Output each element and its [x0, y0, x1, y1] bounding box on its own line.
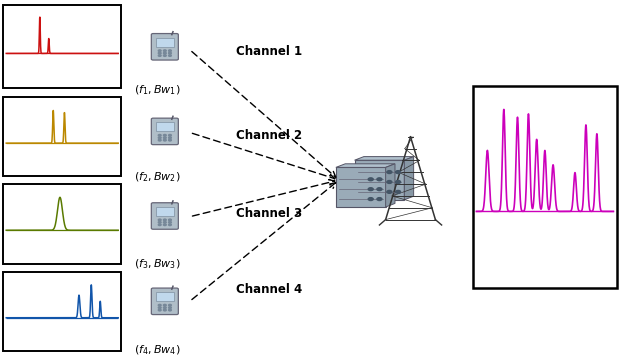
- Circle shape: [368, 188, 373, 191]
- Circle shape: [164, 137, 166, 139]
- Bar: [336, 167, 386, 207]
- Circle shape: [396, 180, 401, 183]
- Circle shape: [159, 137, 161, 139]
- Circle shape: [169, 50, 171, 51]
- Text: $(f_3, Bw_3)$: $(f_3, Bw_3)$: [134, 257, 180, 271]
- Circle shape: [159, 50, 161, 51]
- Bar: [3, 5, 121, 88]
- Text: $(f_1, Bw_1)$: $(f_1, Bw_1)$: [134, 84, 180, 97]
- Polygon shape: [336, 164, 395, 167]
- Circle shape: [169, 52, 171, 54]
- Circle shape: [164, 219, 166, 221]
- Circle shape: [159, 224, 161, 226]
- Polygon shape: [386, 164, 395, 207]
- Circle shape: [159, 55, 161, 57]
- Bar: [3, 272, 121, 351]
- Circle shape: [164, 221, 166, 223]
- FancyBboxPatch shape: [151, 203, 179, 229]
- Text: Channel 4: Channel 4: [236, 283, 303, 296]
- Circle shape: [164, 307, 166, 309]
- FancyBboxPatch shape: [151, 33, 179, 60]
- Circle shape: [377, 198, 382, 201]
- Bar: [473, 86, 617, 288]
- Bar: [3, 184, 121, 264]
- Text: Channel 3: Channel 3: [236, 207, 302, 220]
- Circle shape: [396, 171, 401, 174]
- Circle shape: [169, 224, 171, 226]
- Circle shape: [159, 221, 161, 223]
- Circle shape: [159, 139, 161, 141]
- Bar: [355, 160, 404, 200]
- Circle shape: [159, 305, 161, 306]
- Text: $(f_2, Bw_2)$: $(f_2, Bw_2)$: [134, 170, 180, 184]
- Circle shape: [387, 171, 392, 174]
- FancyBboxPatch shape: [151, 118, 179, 145]
- Circle shape: [169, 135, 171, 136]
- Circle shape: [169, 309, 171, 311]
- Circle shape: [164, 50, 166, 51]
- Circle shape: [159, 219, 161, 221]
- Circle shape: [169, 139, 171, 141]
- Text: Channel 2: Channel 2: [236, 129, 302, 142]
- FancyBboxPatch shape: [151, 288, 179, 315]
- Bar: [156, 292, 174, 301]
- Circle shape: [164, 224, 166, 226]
- Circle shape: [169, 221, 171, 223]
- Circle shape: [159, 135, 161, 136]
- Circle shape: [164, 139, 166, 141]
- Circle shape: [164, 52, 166, 54]
- Text: $(f_4, Bw_4)$: $(f_4, Bw_4)$: [134, 344, 180, 357]
- Circle shape: [159, 307, 161, 309]
- Circle shape: [387, 180, 392, 183]
- Circle shape: [164, 309, 166, 311]
- Circle shape: [164, 305, 166, 306]
- Text: Channel 1: Channel 1: [236, 45, 302, 58]
- Circle shape: [169, 137, 171, 139]
- Bar: [156, 37, 174, 47]
- Polygon shape: [404, 157, 414, 200]
- Circle shape: [368, 178, 373, 181]
- Polygon shape: [355, 157, 414, 160]
- Circle shape: [396, 190, 401, 193]
- Circle shape: [377, 188, 382, 191]
- Circle shape: [159, 309, 161, 311]
- Circle shape: [169, 307, 171, 309]
- Bar: [3, 97, 121, 176]
- Circle shape: [387, 190, 392, 193]
- Circle shape: [159, 52, 161, 54]
- Circle shape: [169, 219, 171, 221]
- Bar: [156, 122, 174, 131]
- Circle shape: [368, 198, 373, 201]
- Circle shape: [169, 55, 171, 57]
- Circle shape: [169, 305, 171, 306]
- Circle shape: [164, 135, 166, 136]
- Circle shape: [164, 55, 166, 57]
- Circle shape: [377, 178, 382, 181]
- Bar: [156, 207, 174, 216]
